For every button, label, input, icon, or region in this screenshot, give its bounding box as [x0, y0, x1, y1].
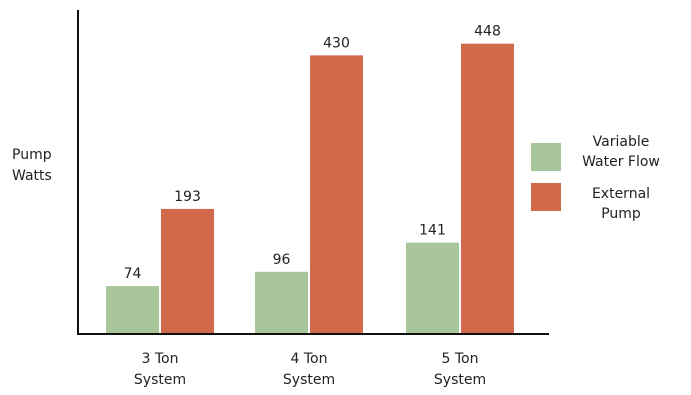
legend-swatch-external-pump: [531, 183, 561, 211]
data-label: 193: [174, 189, 201, 205]
data-label: 430: [323, 35, 350, 51]
x-tick-label-line: System: [434, 372, 486, 388]
legend-label-line: Pump: [601, 206, 641, 222]
legend-label-line: Variable: [593, 134, 650, 150]
legend-label: External Pump: [592, 186, 650, 222]
bar-variable-water-flow-5-ton: [406, 242, 459, 334]
x-tick-label: 5 Ton System: [434, 351, 486, 388]
x-tick-label-line: 4 Ton: [291, 351, 328, 367]
x-tick-label-line: 3 Ton: [142, 351, 179, 367]
bars: [106, 43, 514, 335]
bar-variable-water-flow-4-ton: [255, 271, 308, 334]
x-tick-label-line: System: [283, 372, 335, 388]
x-tick-label: 3 Ton System: [134, 351, 186, 388]
y-axis-title-line: Pump: [12, 147, 52, 163]
x-tick-labels: 3 Ton System 4 Ton System 5 Ton System: [134, 351, 486, 388]
legend-label: Variable Water Flow: [582, 134, 660, 170]
y-axis-label: Pump Watts: [12, 147, 52, 184]
x-tick-label-line: 5 Ton: [442, 351, 479, 367]
y-axis-title-line: Watts: [12, 168, 52, 184]
bar-variable-water-flow-3-ton: [106, 286, 159, 334]
data-label: 448: [474, 24, 501, 40]
legend: Variable Water Flow External Pump: [531, 134, 660, 222]
legend-label-line: Water Flow: [582, 154, 660, 170]
data-label: 96: [273, 252, 291, 268]
x-tick-label: 4 Ton System: [283, 351, 335, 388]
bar-external-pump-4-ton: [310, 55, 363, 335]
data-label: 74: [124, 266, 142, 282]
legend-swatch-variable-water-flow: [531, 143, 561, 171]
bar-external-pump-3-ton: [161, 208, 214, 334]
legend-label-line: External: [592, 186, 650, 202]
x-tick-label-line: System: [134, 372, 186, 388]
data-labels: 74 96 141 193 430 448: [124, 24, 501, 282]
y-axis-title: Pump Watts: [12, 147, 52, 184]
bar-external-pump-5-ton: [461, 43, 514, 335]
data-label: 141: [419, 223, 446, 239]
